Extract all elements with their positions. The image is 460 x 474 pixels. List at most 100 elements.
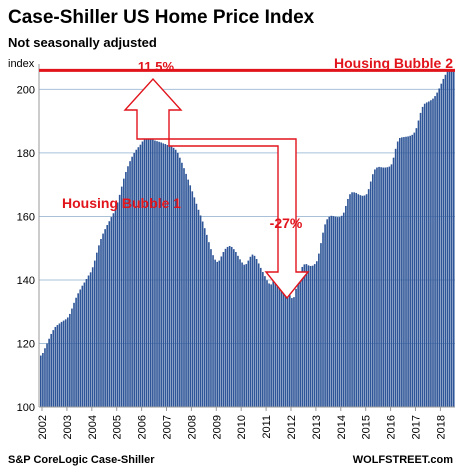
bar	[432, 98, 434, 408]
y-tick-label: 180	[17, 148, 35, 160]
bar	[251, 254, 254, 407]
bar	[64, 319, 67, 407]
bar	[355, 192, 358, 407]
bar	[226, 246, 229, 407]
down-arrow-icon	[168, 138, 310, 300]
bar	[216, 261, 219, 407]
bar	[266, 280, 268, 407]
bar	[183, 168, 185, 407]
bar	[104, 229, 106, 407]
ylabel: index	[8, 58, 35, 70]
bar	[172, 147, 175, 407]
bar	[268, 283, 270, 407]
bar	[156, 141, 158, 407]
bar	[137, 147, 140, 407]
bar	[411, 134, 414, 407]
bar	[442, 78, 445, 408]
bar	[56, 325, 59, 407]
bubble2-label: Housing Bubble 2	[334, 55, 453, 71]
bar	[42, 353, 44, 407]
rise-label: 11.5%	[138, 59, 175, 74]
bar	[160, 142, 162, 407]
bar	[307, 265, 310, 407]
bar	[299, 272, 302, 407]
bar	[125, 171, 127, 407]
bar	[293, 297, 295, 407]
bar	[336, 217, 339, 407]
bar	[79, 289, 82, 407]
bar	[131, 156, 133, 407]
x-tick-label: 2004	[87, 415, 99, 439]
x-tick-label: 2011	[261, 415, 273, 439]
bar	[147, 137, 150, 408]
bar	[309, 265, 312, 407]
bar	[421, 106, 424, 408]
x-tick-label: 2006	[137, 415, 149, 439]
bar	[93, 260, 96, 407]
bar	[210, 249, 212, 407]
bar	[235, 252, 237, 407]
bar	[322, 232, 324, 407]
bar	[452, 70, 455, 408]
bar	[372, 174, 374, 407]
y-tick-label: 120	[17, 338, 35, 350]
bar	[401, 137, 403, 408]
bar	[291, 298, 293, 407]
bar	[386, 167, 389, 407]
bar	[91, 267, 94, 407]
bar	[127, 166, 129, 407]
bar	[363, 195, 366, 407]
bar	[326, 219, 328, 407]
x-tick-label: 2007	[162, 415, 174, 439]
bar	[44, 348, 46, 407]
bar	[428, 101, 430, 407]
bar	[303, 264, 306, 407]
bar	[193, 197, 196, 407]
bar	[340, 215, 343, 407]
bar	[313, 264, 316, 407]
x-tick-label: 2009	[211, 415, 223, 439]
bar	[170, 146, 173, 407]
bar	[203, 228, 206, 407]
chart-subtitle: Not seasonally adjusted	[8, 35, 157, 50]
bar	[436, 92, 438, 407]
bar	[419, 112, 422, 407]
x-tick-label: 2005	[112, 415, 124, 439]
bar	[179, 157, 181, 407]
bar	[382, 167, 385, 407]
bar	[286, 290, 289, 407]
bar	[394, 148, 397, 408]
bar	[380, 167, 382, 407]
bar	[176, 152, 179, 407]
bar	[403, 137, 405, 408]
bar	[241, 262, 243, 407]
bar	[120, 186, 123, 407]
bar	[259, 267, 262, 407]
bar	[338, 217, 341, 407]
source-label: S&P CoreLogic Case-Shiller	[8, 454, 155, 466]
y-tick-label: 200	[17, 84, 35, 96]
y-tick-label: 140	[17, 275, 35, 287]
bar	[320, 243, 322, 407]
bar	[305, 264, 308, 407]
bar	[218, 260, 221, 407]
bar	[257, 263, 260, 407]
bar	[73, 302, 75, 407]
bar	[71, 308, 73, 407]
bar	[247, 260, 250, 407]
chart-title: Case-Shiller US Home Price Index	[8, 7, 315, 28]
bar	[166, 144, 169, 408]
bar	[396, 141, 399, 408]
bar	[228, 245, 231, 407]
bar	[100, 238, 102, 407]
bar	[149, 138, 152, 407]
bar	[278, 270, 281, 407]
bar	[85, 279, 88, 407]
bar	[201, 221, 204, 407]
bar	[77, 293, 79, 407]
bar	[129, 161, 131, 407]
bar	[191, 191, 194, 407]
bar	[139, 144, 142, 408]
bar	[52, 330, 55, 407]
